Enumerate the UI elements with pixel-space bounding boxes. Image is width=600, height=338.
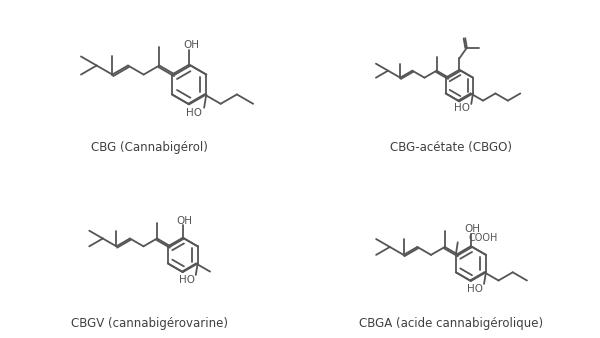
Text: OH: OH [176, 216, 193, 225]
Text: HO: HO [179, 275, 195, 285]
Text: HO: HO [186, 108, 202, 118]
Text: OH: OH [183, 40, 199, 50]
Text: CBGV (cannabigérovarine): CBGV (cannabigérovarine) [71, 317, 228, 330]
Text: HO: HO [467, 284, 484, 294]
Text: COOH: COOH [469, 234, 498, 243]
Text: CBG (Cannabigérol): CBG (Cannabigérol) [91, 141, 208, 153]
Text: CBG-acétate (CBGO): CBG-acétate (CBGO) [389, 141, 512, 154]
Text: HO: HO [454, 103, 470, 113]
Text: CBGA (acide cannabigérolique): CBGA (acide cannabigérolique) [359, 317, 542, 330]
Text: OH: OH [465, 224, 481, 234]
